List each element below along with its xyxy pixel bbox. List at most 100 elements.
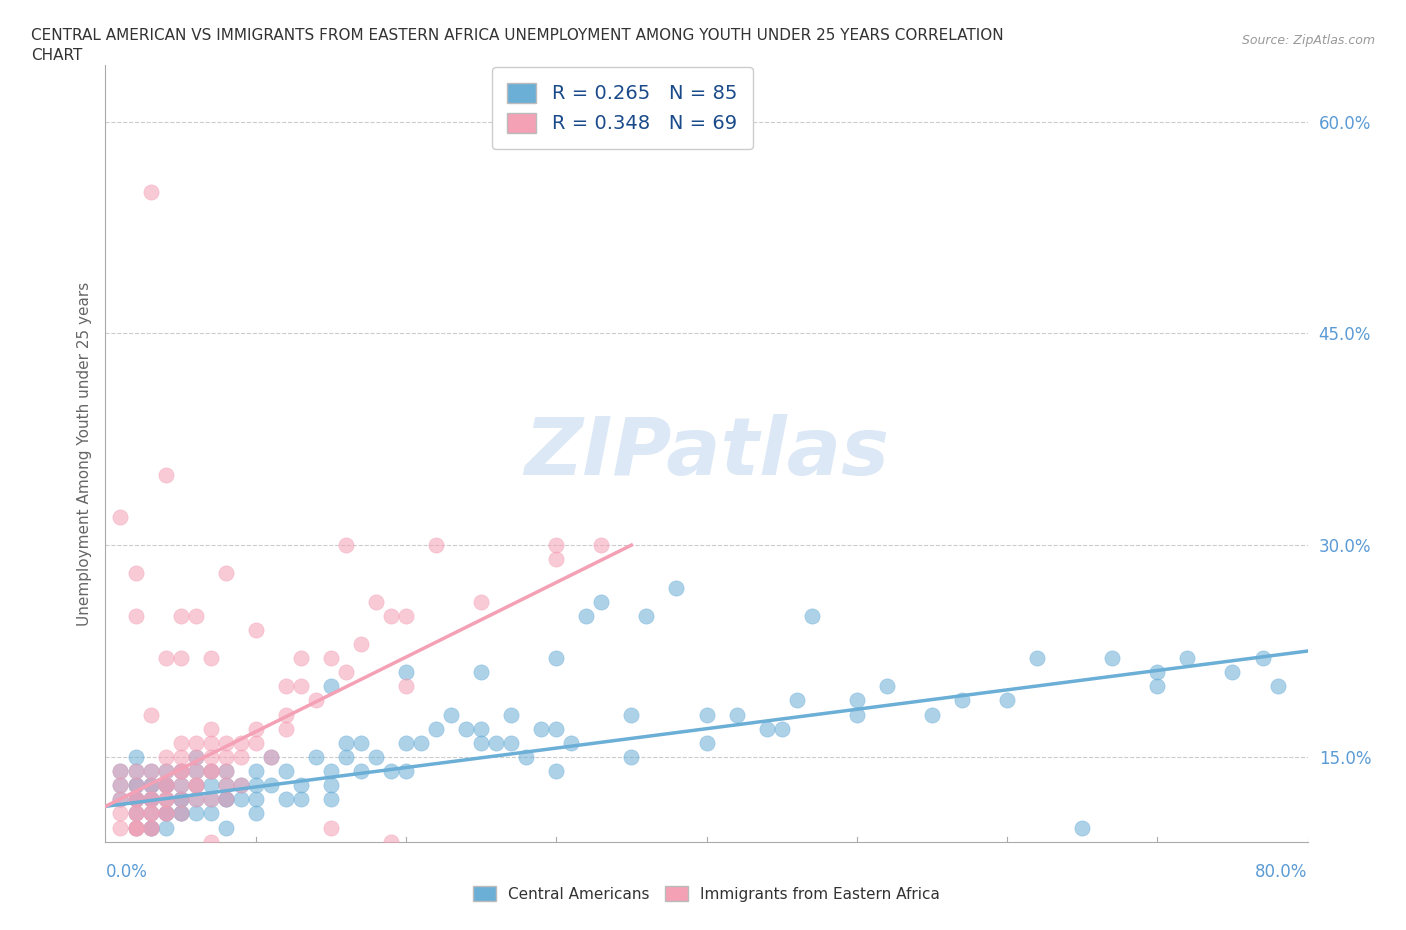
Point bbox=[169, 764, 191, 778]
Point bbox=[274, 791, 297, 806]
Point bbox=[274, 679, 297, 694]
Point bbox=[169, 777, 191, 792]
Point bbox=[1071, 820, 1094, 835]
Point bbox=[169, 651, 191, 666]
Point bbox=[560, 736, 582, 751]
Point bbox=[591, 594, 613, 609]
Point bbox=[214, 736, 236, 751]
Point bbox=[110, 764, 132, 778]
Point bbox=[184, 736, 207, 751]
Point bbox=[229, 777, 252, 792]
Point bbox=[155, 764, 177, 778]
Point bbox=[110, 820, 132, 835]
Point bbox=[200, 764, 222, 778]
Point bbox=[546, 651, 568, 666]
Point bbox=[440, 707, 463, 722]
Point bbox=[200, 791, 222, 806]
Legend: Central Americans, Immigrants from Eastern Africa: Central Americans, Immigrants from Easte… bbox=[467, 880, 946, 908]
Point bbox=[169, 777, 191, 792]
Point bbox=[139, 791, 162, 806]
Point bbox=[395, 736, 418, 751]
Point bbox=[124, 806, 146, 821]
Point bbox=[515, 750, 537, 764]
Point bbox=[139, 806, 162, 821]
Point bbox=[139, 707, 162, 722]
Point bbox=[876, 679, 898, 694]
Point bbox=[139, 764, 162, 778]
Point bbox=[184, 806, 207, 821]
Point bbox=[290, 679, 312, 694]
Point bbox=[290, 777, 312, 792]
Point bbox=[184, 777, 207, 792]
Point bbox=[214, 791, 236, 806]
Point bbox=[124, 764, 146, 778]
Point bbox=[335, 750, 357, 764]
Text: Source: ZipAtlas.com: Source: ZipAtlas.com bbox=[1241, 34, 1375, 47]
Point bbox=[319, 651, 342, 666]
Point bbox=[169, 791, 191, 806]
Text: 80.0%: 80.0% bbox=[1256, 863, 1308, 881]
Point bbox=[155, 806, 177, 821]
Point bbox=[155, 806, 177, 821]
Point bbox=[184, 764, 207, 778]
Point bbox=[456, 722, 478, 737]
Point bbox=[245, 777, 267, 792]
Point bbox=[200, 736, 222, 751]
Point bbox=[200, 791, 222, 806]
Point bbox=[229, 750, 252, 764]
Point bbox=[921, 707, 943, 722]
Point bbox=[274, 707, 297, 722]
Point bbox=[335, 665, 357, 680]
Point bbox=[245, 764, 267, 778]
Point bbox=[319, 777, 342, 792]
Point bbox=[229, 777, 252, 792]
Point bbox=[800, 608, 823, 623]
Point bbox=[214, 566, 236, 581]
Point bbox=[124, 806, 146, 821]
Point bbox=[139, 820, 162, 835]
Point bbox=[139, 820, 162, 835]
Point bbox=[260, 750, 283, 764]
Point bbox=[110, 510, 132, 525]
Point bbox=[290, 791, 312, 806]
Point bbox=[169, 764, 191, 778]
Point bbox=[124, 791, 146, 806]
Point bbox=[470, 736, 492, 751]
Point bbox=[110, 777, 132, 792]
Point bbox=[124, 820, 146, 835]
Point bbox=[139, 777, 162, 792]
Point bbox=[725, 707, 748, 722]
Point bbox=[1146, 665, 1168, 680]
Point bbox=[124, 764, 146, 778]
Point bbox=[184, 777, 207, 792]
Point bbox=[110, 764, 132, 778]
Point bbox=[786, 693, 808, 708]
Text: CHART: CHART bbox=[31, 48, 83, 63]
Point bbox=[470, 594, 492, 609]
Point bbox=[155, 764, 177, 778]
Point bbox=[546, 551, 568, 566]
Point bbox=[364, 750, 387, 764]
Point bbox=[139, 791, 162, 806]
Point bbox=[1146, 679, 1168, 694]
Point bbox=[124, 750, 146, 764]
Point bbox=[245, 622, 267, 637]
Point bbox=[155, 806, 177, 821]
Point bbox=[470, 722, 492, 737]
Point bbox=[245, 806, 267, 821]
Point bbox=[1222, 665, 1244, 680]
Point bbox=[245, 722, 267, 737]
Point bbox=[169, 791, 191, 806]
Point bbox=[155, 806, 177, 821]
Point bbox=[364, 594, 387, 609]
Point bbox=[546, 764, 568, 778]
Point bbox=[274, 764, 297, 778]
Point bbox=[214, 777, 236, 792]
Point bbox=[184, 791, 207, 806]
Text: ZIPatlas: ZIPatlas bbox=[524, 415, 889, 492]
Point bbox=[845, 707, 868, 722]
Point bbox=[350, 736, 373, 751]
Point bbox=[200, 777, 222, 792]
Point bbox=[620, 750, 643, 764]
Point bbox=[169, 806, 191, 821]
